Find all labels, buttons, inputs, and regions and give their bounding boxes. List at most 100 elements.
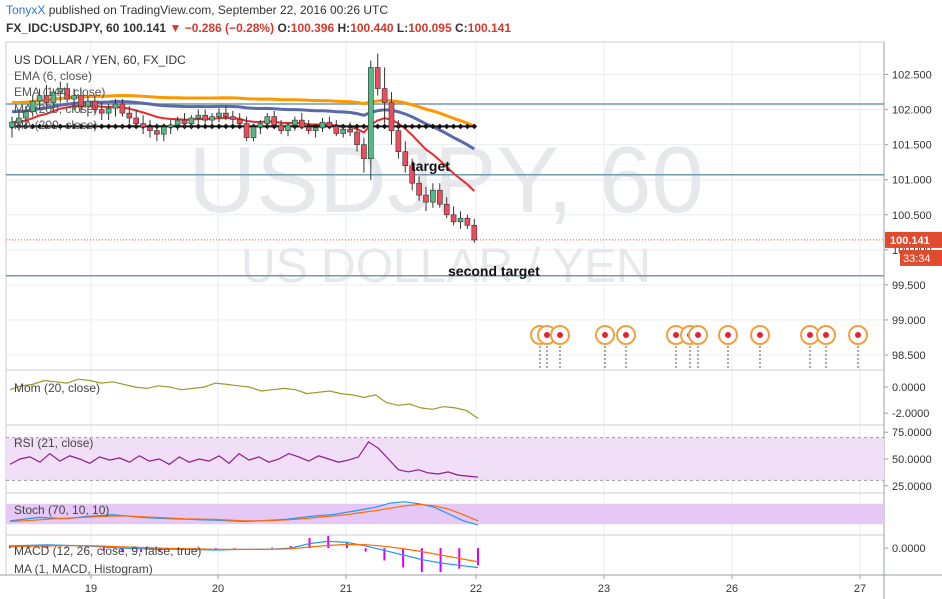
- annotation-target[interactable]: target: [411, 158, 450, 174]
- candle-body[interactable]: [257, 123, 264, 128]
- stoch-d-line: [9, 503, 479, 523]
- candle-body[interactable]: [154, 130, 160, 135]
- candle-body[interactable]: [105, 107, 112, 114]
- close-label: C:: [454, 21, 468, 35]
- candle-body[interactable]: [140, 123, 146, 128]
- candle-body[interactable]: [443, 203, 450, 216]
- candle-body[interactable]: [147, 126, 153, 131]
- candle-body[interactable]: [340, 128, 347, 134]
- watermark-symbol: USDJPY, 60: [188, 127, 704, 232]
- candle-body[interactable]: [278, 124, 284, 131]
- candle-body[interactable]: [326, 121, 333, 127]
- candle-body[interactable]: [29, 100, 36, 112]
- ma-black-marker: [457, 123, 464, 130]
- candle-body[interactable]: [381, 88, 388, 103]
- candle-body[interactable]: [450, 214, 457, 223]
- candle-body[interactable]: [409, 165, 416, 184]
- candle-body[interactable]: [271, 116, 278, 126]
- candle-body[interactable]: [16, 117, 22, 123]
- pane-frame: [5, 369, 885, 426]
- candle-body[interactable]: [430, 189, 436, 203]
- candle-body[interactable]: [202, 114, 208, 121]
- candle-body[interactable]: [361, 144, 367, 159]
- candle-body[interactable]: [195, 114, 202, 119]
- author-link[interactable]: TonyxX: [6, 3, 46, 17]
- down-arrow-icon: ▼: [169, 21, 182, 35]
- countdown-badge: [900, 249, 942, 266]
- ma-black-marker: [423, 123, 429, 130]
- ohlc-line: FX_IDC:USDJPY, 60 100.141 ▼ −0.286 (−0.2…: [6, 21, 511, 35]
- time-tick-label: 26: [726, 583, 738, 595]
- candle-body[interactable]: [354, 131, 360, 145]
- annotation-second-target[interactable]: second target: [448, 263, 540, 279]
- candle-body[interactable]: [98, 109, 105, 114]
- candle-body[interactable]: [126, 112, 133, 119]
- candle-body[interactable]: [236, 119, 243, 124]
- candle-body[interactable]: [174, 119, 181, 126]
- legend-ma-red: MA (200, close): [14, 102, 97, 116]
- candle-body[interactable]: [161, 126, 167, 135]
- candle-body[interactable]: [305, 126, 312, 131]
- price-tick-label: 98.500: [892, 350, 926, 362]
- last-price: 100.141: [122, 21, 167, 35]
- price-tick-label: 101.500: [892, 140, 932, 152]
- rsi-band: [6, 437, 884, 481]
- candle-body[interactable]: [112, 103, 119, 109]
- candle-body[interactable]: [374, 67, 381, 89]
- candle-body[interactable]: [92, 100, 98, 110]
- candle-body[interactable]: [50, 91, 57, 103]
- candle-body[interactable]: [71, 95, 77, 100]
- ma-black-marker: [381, 123, 388, 130]
- candle-body[interactable]: [388, 102, 395, 131]
- candle-body[interactable]: [298, 119, 305, 128]
- ma-black-marker: [119, 123, 126, 130]
- candle-body[interactable]: [347, 128, 353, 133]
- candle-body[interactable]: [230, 116, 236, 120]
- candle-body[interactable]: [457, 217, 464, 223]
- candle-body[interactable]: [22, 111, 29, 119]
- candle-body[interactable]: [243, 123, 250, 138]
- candle-body[interactable]: [64, 88, 70, 100]
- candle-body[interactable]: [367, 67, 374, 159]
- candle-body[interactable]: [436, 189, 443, 205]
- candle-body[interactable]: [471, 224, 478, 241]
- last-price-badge-text: 100.141: [890, 235, 930, 247]
- legend-ma-black: MA (200, close): [14, 118, 97, 132]
- candle-body[interactable]: [43, 95, 50, 103]
- candle-body[interactable]: [464, 217, 471, 226]
- price-change: −0.286 (−0.28%): [184, 21, 275, 35]
- candle-body[interactable]: [333, 126, 340, 134]
- candle-body[interactable]: [167, 124, 174, 128]
- candle-body[interactable]: [188, 117, 195, 124]
- ma-black-marker: [195, 123, 202, 130]
- candle-body[interactable]: [119, 103, 126, 114]
- candle-body[interactable]: [216, 112, 222, 117]
- candle-body[interactable]: [57, 88, 64, 93]
- candle-body[interactable]: [264, 116, 271, 124]
- stoch-band: [6, 503, 884, 525]
- candle-body[interactable]: [423, 194, 429, 203]
- candle-body[interactable]: [395, 130, 402, 152]
- candle-body[interactable]: [209, 116, 215, 121]
- ma-black-marker: [223, 123, 229, 130]
- candle-body[interactable]: [36, 95, 43, 102]
- candle-body[interactable]: [78, 95, 84, 107]
- candle-body[interactable]: [133, 117, 139, 124]
- candle-body[interactable]: [285, 124, 291, 131]
- candle-body[interactable]: [9, 121, 15, 128]
- main-pane-title: US DOLLAR / YEN, 60, FX_IDC: [14, 53, 186, 67]
- candle-body[interactable]: [319, 121, 326, 129]
- candle-body[interactable]: [416, 182, 422, 196]
- candle-body[interactable]: [223, 112, 229, 117]
- low-value: 100.095: [408, 21, 452, 35]
- candle-body[interactable]: [85, 100, 91, 107]
- candle-body[interactable]: [181, 119, 188, 124]
- published-text: published on TradingView.com, September …: [48, 3, 389, 17]
- candle-body[interactable]: [250, 126, 257, 138]
- ma-black-marker: [22, 123, 29, 130]
- candle-body[interactable]: [292, 119, 298, 126]
- candle-body[interactable]: [402, 151, 409, 166]
- candle-body[interactable]: [312, 127, 319, 131]
- legend-ema-slow: EMA (144, close): [14, 85, 105, 99]
